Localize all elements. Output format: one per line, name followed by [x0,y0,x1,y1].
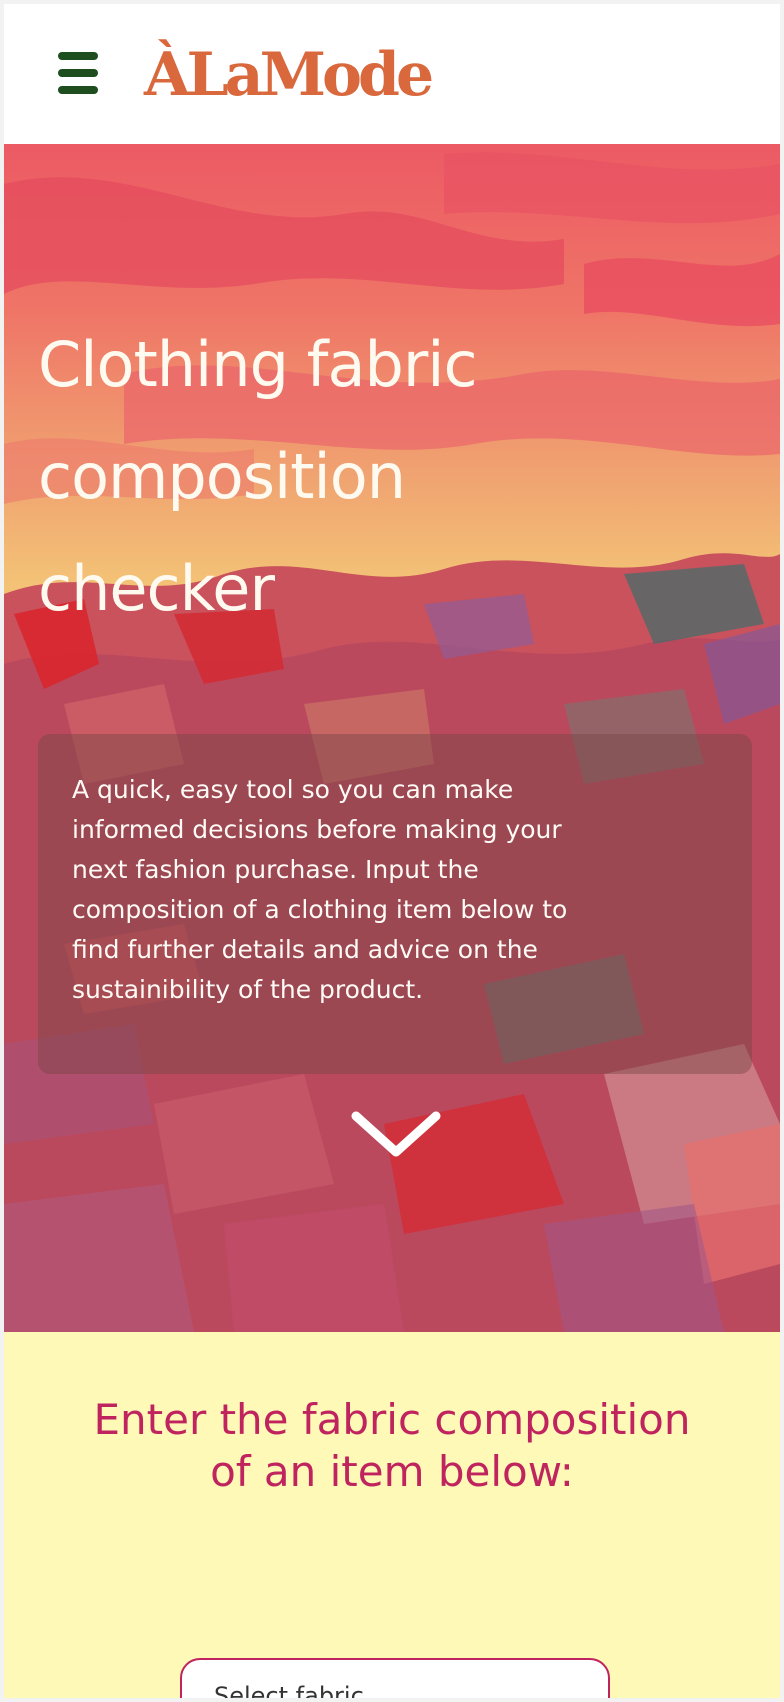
chevron-down-icon[interactable] [350,1108,442,1162]
form-heading: Enter the fabric composition of an item … [93,1395,691,1496]
fabric-select-dropdown[interactable]: Select fabric [180,1658,610,1698]
fabric-form-section: Enter the fabric composition of an item … [4,1332,780,1698]
site-header: ÀLaMode [4,4,780,144]
hero-description-card: A quick, easy tool so you can make infor… [38,734,752,1074]
hero-section: Clothing fabric composition checker A qu… [4,144,780,1332]
site-logo[interactable]: ÀLaMode [144,40,434,110]
hamburger-menu-icon[interactable] [58,52,98,94]
page-frame: ÀLaMode [4,4,780,1698]
fabric-select-placeholder: Select fabric [214,1682,364,1698]
hero-title: Clothing fabric composition checker [38,328,478,625]
hero-background-painting [4,144,780,1332]
hero-description: A quick, easy tool so you can make infor… [72,775,568,1004]
